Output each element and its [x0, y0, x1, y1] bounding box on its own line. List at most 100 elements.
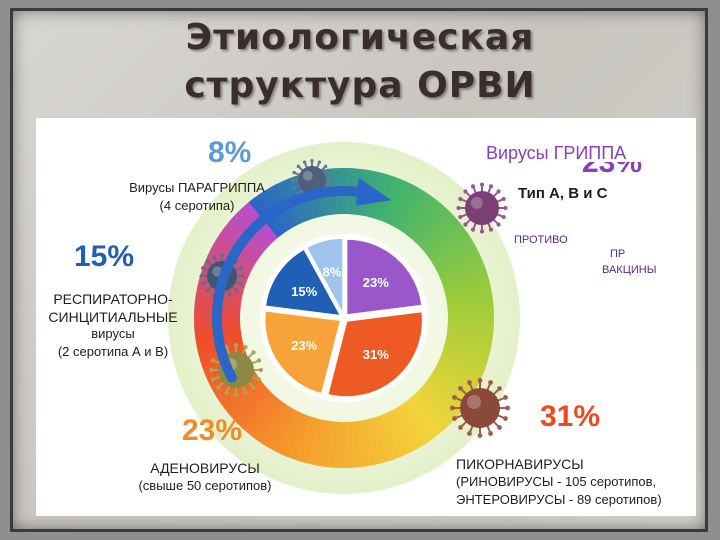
pie-slices	[263, 237, 424, 398]
picorna-percent: 31%	[540, 400, 601, 433]
ring-segment	[394, 405, 425, 450]
ring-segment	[381, 412, 407, 458]
ring-segment	[390, 408, 419, 453]
gripp-note-2: ПР	[610, 248, 626, 260]
etiology-chart: 23% 31% 23% 15% 8%	[168, 142, 520, 494]
ring-segment	[345, 421, 355, 468]
ring-segment	[293, 415, 315, 462]
ring-segment	[306, 418, 324, 466]
pie-slice	[345, 238, 423, 316]
pie-slice	[264, 248, 343, 317]
ring-segment	[252, 400, 285, 442]
pie-slice-labels: 23% 31% 23% 15% 8%	[291, 264, 389, 362]
ring-segment	[438, 255, 484, 281]
paragripp-detail: (4 серотипа)	[159, 198, 235, 213]
ring-segment	[319, 420, 333, 468]
ring-segment	[410, 394, 446, 434]
ring-segment	[431, 237, 476, 268]
ring-segment	[364, 418, 382, 466]
adeno-percent: 23%	[182, 414, 243, 447]
gripp-name: Вирусы ГРИППА	[486, 143, 627, 163]
picorna-line-2: (РИНОВИРУСЫ - 105 серотипов,	[456, 474, 657, 489]
ring-segment	[442, 268, 489, 289]
ring-segment	[382, 178, 408, 224]
ring-segment	[312, 419, 328, 467]
ring-segment	[332, 421, 342, 468]
pie-slice	[326, 310, 424, 398]
ring-segment	[402, 400, 436, 442]
ring-segment	[386, 410, 413, 456]
ring-segment	[447, 307, 494, 317]
ring-segment	[377, 414, 401, 460]
title-line-1: Этиологическая	[185, 17, 535, 58]
rs-line-2: СИНЦИТИАЛЬНЫЕ	[48, 309, 178, 325]
title-line-2: структура ОРВИ	[184, 65, 536, 106]
gripp-note-1: ПРОТИВО	[514, 234, 568, 246]
ring-segment	[228, 384, 268, 420]
ring-segment	[443, 343, 490, 363]
ring-segment	[390, 184, 420, 228]
cycle-arrow-head	[355, 177, 392, 206]
ring-segment	[326, 421, 338, 468]
ring-segment	[237, 390, 275, 429]
rs-line-4: (2 серотипа А и В)	[57, 344, 169, 359]
ring-segment	[413, 207, 451, 246]
ring-segment	[444, 280, 492, 298]
ring-segment	[232, 387, 271, 425]
pie-slice-label: 23%	[291, 338, 317, 353]
virus-icon	[456, 182, 508, 234]
rs-line-3: вирусы	[91, 326, 135, 341]
pie-slice-label: 15%	[291, 284, 317, 299]
ring-segment	[445, 287, 493, 303]
ring-segment	[410, 202, 447, 242]
ring-segment	[406, 397, 441, 439]
ring-segment	[395, 187, 425, 231]
pie-slice-label: 8%	[323, 264, 342, 279]
ring-segment	[443, 274, 490, 294]
chart-panel: 23% 31% 23% 15% 8% 8% Вирусы ПАРАГРИППА (4 с…	[36, 118, 696, 516]
ring-segment	[423, 221, 465, 256]
ring-segment	[420, 384, 460, 421]
ring-segment	[440, 261, 486, 285]
ring-segment	[413, 391, 451, 430]
picorna-line-3: ЭНТЕРОВИРУСЫ - 89 серотипов)	[456, 492, 662, 507]
ring-segment	[359, 419, 375, 467]
ring-segment	[257, 403, 289, 446]
gripp-percent-partial: 23%	[582, 162, 672, 178]
ring-segment	[280, 412, 306, 458]
ring-segment	[447, 324, 494, 336]
gripp-percent-text: 23%	[582, 162, 642, 178]
pie-slice-label: 23%	[363, 275, 389, 290]
ring-segment	[440, 352, 486, 375]
ring-segment	[299, 417, 319, 464]
ring-segment	[420, 216, 460, 252]
page-title: Этиологическая структура ОРВИ	[0, 14, 720, 110]
ring-segment	[438, 356, 484, 382]
pie-slice	[263, 309, 342, 395]
ring-segment	[447, 320, 494, 330]
ring-segment	[434, 243, 479, 272]
cycle-arrow	[212, 186, 367, 383]
ring-segment	[445, 334, 493, 350]
ring-segment	[403, 194, 436, 236]
ring-segment	[434, 364, 478, 394]
ring-segment	[446, 294, 494, 308]
ring-segment	[246, 397, 282, 438]
adeno-name: АДЕНОВИРУСЫ	[150, 460, 260, 476]
ring-segment	[446, 329, 494, 343]
gripp-types: Тип А, В и С	[518, 185, 608, 202]
ring-segment	[429, 232, 472, 264]
pie-slice	[305, 237, 344, 315]
ring-segment	[426, 377, 468, 410]
ring-segment	[429, 373, 472, 405]
ring-segment	[263, 405, 293, 449]
adeno-detail: (свыше 50 серотипов)	[138, 478, 272, 493]
ring-segment	[441, 347, 488, 369]
virus-icon	[450, 378, 510, 438]
ring-segment	[368, 417, 388, 464]
ring-segment	[444, 338, 492, 356]
ring-segment	[426, 226, 468, 260]
paragripp-percent: 8%	[208, 136, 252, 169]
ring-segment	[398, 403, 430, 446]
pie-slice-label: 31%	[363, 347, 389, 362]
